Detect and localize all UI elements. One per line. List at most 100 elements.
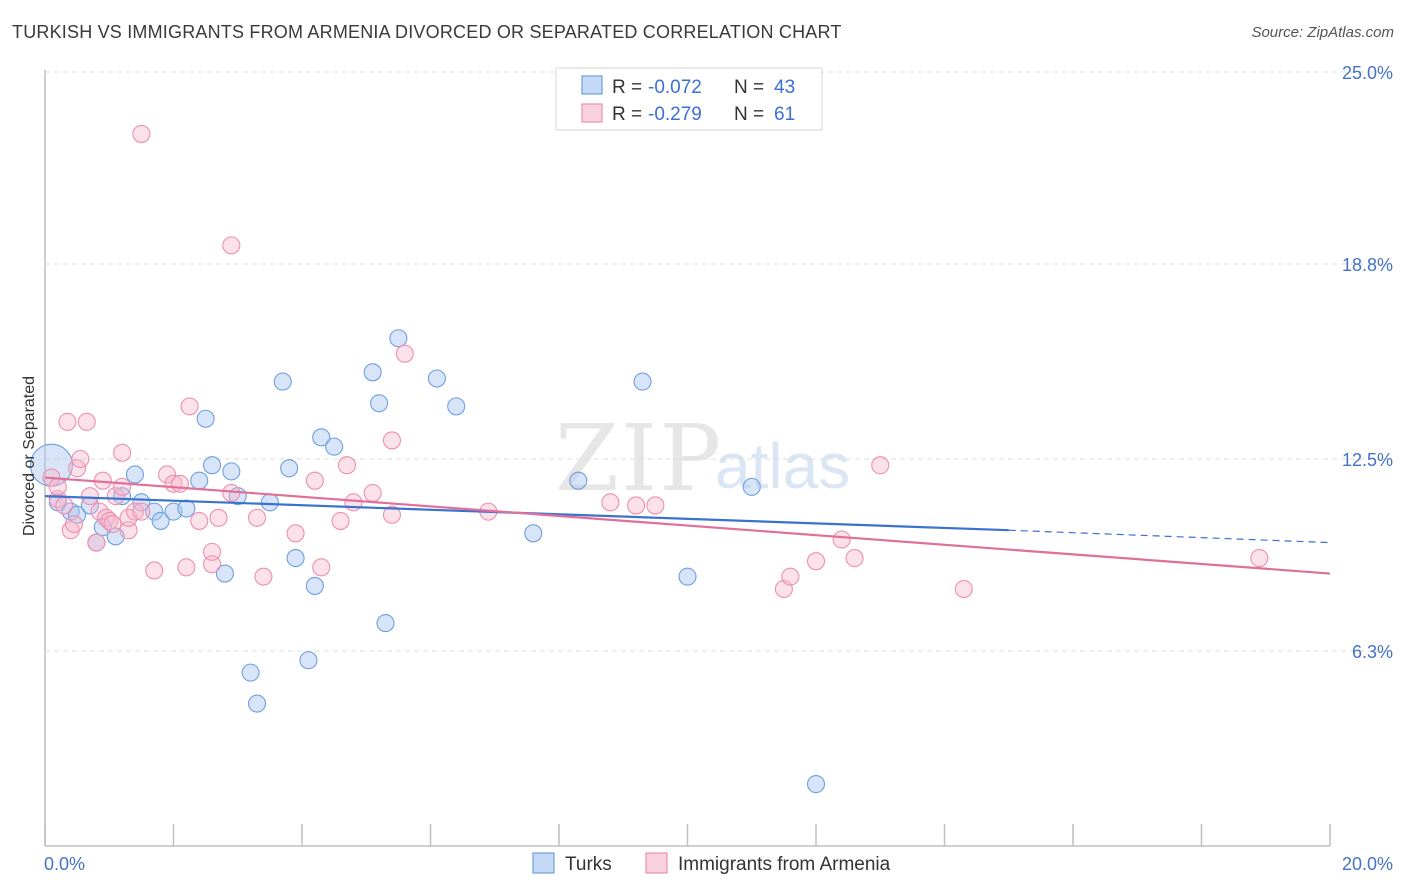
legend-r-label-armenia: R = <box>612 104 642 125</box>
legend-r-value-turks: -0.072 <box>648 77 702 98</box>
point-armenia <box>871 456 890 475</box>
point-armenia <box>382 505 402 524</box>
point-turks <box>260 493 279 512</box>
point-armenia <box>845 549 864 568</box>
point-armenia <box>395 344 414 363</box>
legend-r-label-turks: R = <box>612 77 642 98</box>
point-turks <box>286 549 305 568</box>
point-armenia <box>832 530 851 549</box>
legend-n-label-turks: N = <box>734 77 764 98</box>
point-turks <box>177 499 196 518</box>
legend-r-value-armenia: -0.279 <box>648 104 702 125</box>
point-armenia <box>71 449 90 469</box>
point-armenia <box>158 465 177 484</box>
point-turks <box>247 694 267 713</box>
point-turks <box>125 465 144 484</box>
point-armenia <box>106 487 125 506</box>
point-armenia <box>337 456 357 475</box>
legend-n-value-turks: 43 <box>774 77 795 98</box>
point-armenia <box>64 514 83 534</box>
point-armenia <box>203 555 222 574</box>
y-axis-label: Divorced or Separated <box>21 376 38 536</box>
point-armenia <box>222 236 241 255</box>
point-armenia <box>48 477 67 496</box>
point-armenia <box>305 471 324 490</box>
point-armenia <box>209 508 228 527</box>
point-turks <box>363 363 382 382</box>
x-tick-label-max: 20.0% <box>1342 854 1393 874</box>
point-turks <box>151 511 170 530</box>
point-armenia <box>331 511 350 530</box>
point-armenia <box>119 521 138 540</box>
point-turks <box>524 524 543 543</box>
point-turks <box>222 462 241 481</box>
point-turks <box>190 471 209 490</box>
watermark-atlas: atlas <box>715 430 850 502</box>
legend-swatch-turks-bottom <box>532 852 555 874</box>
point-turks <box>806 775 826 794</box>
point-armenia <box>132 502 151 521</box>
point-turks <box>203 456 222 475</box>
point-armenia <box>627 496 646 515</box>
point-armenia <box>177 558 196 577</box>
point-turks <box>370 394 389 413</box>
point-armenia <box>954 579 973 599</box>
trend-line-armenia <box>44 476 1331 575</box>
point-turks <box>325 437 344 456</box>
point-armenia <box>180 397 199 416</box>
point-turks <box>633 372 652 391</box>
point-armenia <box>286 524 305 543</box>
point-turks <box>427 369 446 388</box>
point-armenia <box>203 542 222 561</box>
point-turks <box>241 663 260 682</box>
point-turks <box>569 471 588 490</box>
y-tick-labels: 6.3% 12.5% 18.8% 25.0% <box>1342 63 1393 662</box>
point-armenia <box>247 508 267 527</box>
point-turks <box>305 576 324 595</box>
point-armenia <box>190 511 209 530</box>
legend-swatch-armenia-bottom <box>645 852 668 874</box>
point-turks <box>273 372 292 391</box>
point-turks <box>132 493 151 512</box>
point-armenia <box>781 567 800 586</box>
point-armenia <box>58 412 77 431</box>
point-armenia <box>601 493 620 512</box>
x-ticks <box>44 824 1331 846</box>
point-turks <box>376 614 395 633</box>
point-armenia <box>77 412 96 431</box>
point-armenia <box>55 496 74 515</box>
point-armenia <box>103 514 122 534</box>
legend-label-turks: Turks <box>565 854 612 875</box>
legend-n-value-armenia: 61 <box>774 104 795 125</box>
y-tick-label: 18.8% <box>1342 255 1393 275</box>
point-turks <box>678 567 697 586</box>
point-turks <box>145 502 164 521</box>
point-turks <box>215 564 234 583</box>
point-armenia <box>145 561 164 580</box>
point-turks <box>299 651 318 670</box>
source-credit: Source: ZipAtlas.com <box>1251 24 1394 41</box>
point-armenia <box>222 484 241 503</box>
point-turks <box>447 397 466 416</box>
correlation-legend: R = -0.072 N = 43 R = -0.279 N = 61 <box>555 67 823 131</box>
point-turks <box>389 329 408 348</box>
point-armenia <box>382 431 402 450</box>
trend-lines <box>44 476 1331 575</box>
legend-swatch-armenia <box>581 103 603 123</box>
legend-swatch-turks <box>581 75 603 95</box>
y-tick-label: 12.5% <box>1342 450 1393 470</box>
point-armenia <box>80 487 100 506</box>
point-armenia <box>1250 549 1269 568</box>
point-turks <box>280 459 299 478</box>
legend-label-armenia: Immigrants from Armenia <box>678 854 891 875</box>
y-tick-label: 25.0% <box>1342 63 1393 83</box>
x-tick-label-min: 0.0% <box>44 854 85 874</box>
y-tick-label: 6.3% <box>1352 642 1393 662</box>
point-armenia <box>312 558 331 577</box>
point-armenia <box>87 533 106 552</box>
point-armenia <box>170 474 189 493</box>
trend-extension-turks <box>1008 529 1331 544</box>
point-armenia <box>125 502 144 521</box>
series-legend: Turks Immigrants from Armenia <box>532 852 891 875</box>
